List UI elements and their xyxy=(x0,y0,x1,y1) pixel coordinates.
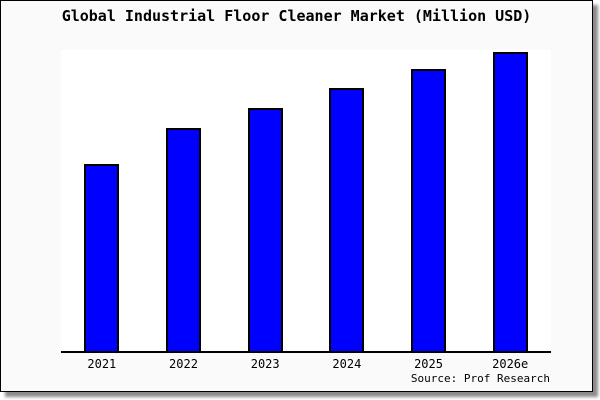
bar-2026e xyxy=(492,52,528,351)
bar-slot xyxy=(469,52,551,351)
x-labels-row: 2021 2022 2023 2024 2025 2026e xyxy=(61,357,551,371)
bar-slot xyxy=(61,164,143,351)
chart-title: Global Industrial Floor Cleaner Market (… xyxy=(61,7,532,25)
bar-slot xyxy=(388,69,470,351)
bar-slot xyxy=(224,108,306,351)
x-tick-label-2023: 2023 xyxy=(250,357,280,371)
plot-area xyxy=(61,50,551,353)
bar-2022 xyxy=(166,128,201,351)
bar-2025 xyxy=(411,69,447,351)
bar-2024 xyxy=(329,88,365,351)
x-tick-label-2024: 2024 xyxy=(332,357,362,371)
bars-row xyxy=(61,50,551,351)
x-tick-label-2026e: 2026e xyxy=(492,357,529,371)
x-tick-label-2025: 2025 xyxy=(414,357,443,371)
bar-2021 xyxy=(84,164,120,351)
source-note: Source: Prof Research xyxy=(410,372,550,385)
x-tick-label-2022: 2022 xyxy=(169,357,198,371)
bar-slot xyxy=(306,88,388,351)
bar-2023 xyxy=(247,108,283,351)
bar-slot xyxy=(143,128,225,351)
chart-frame: Global Industrial Floor Cleaner Market (… xyxy=(0,0,593,392)
x-tick-label-2021: 2021 xyxy=(87,357,117,371)
